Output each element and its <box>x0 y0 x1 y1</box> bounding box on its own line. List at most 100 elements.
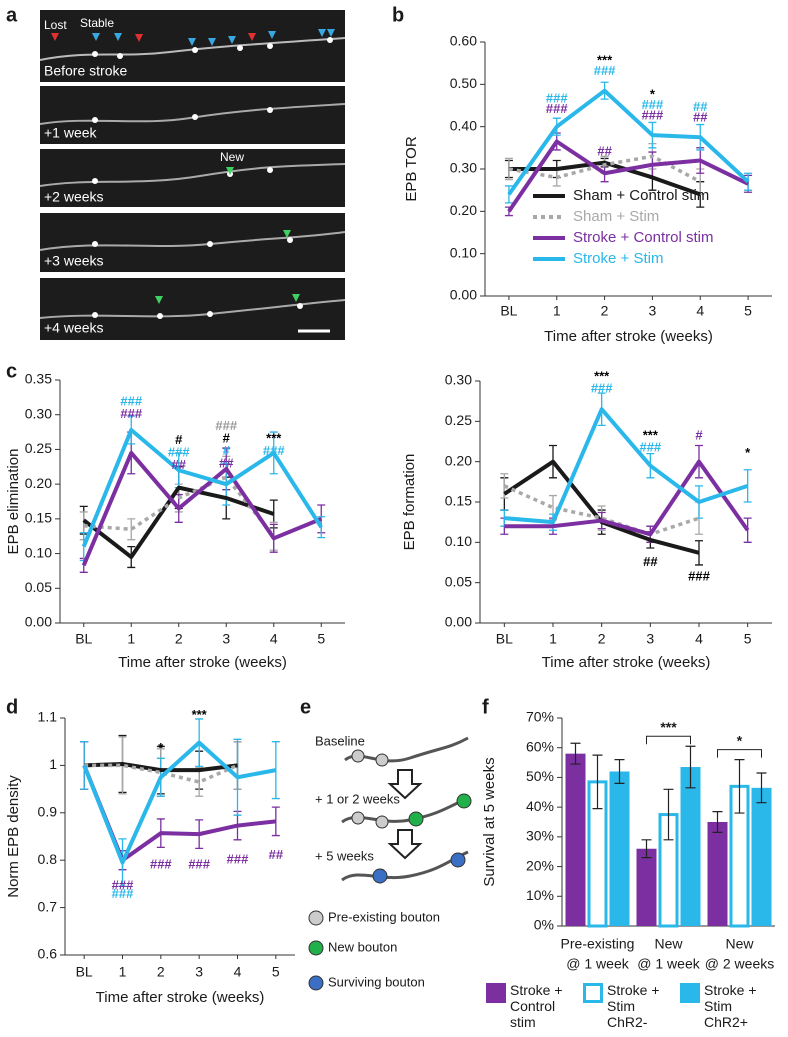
series-line <box>82 740 277 865</box>
y-tick-label: 0.00 <box>445 614 472 630</box>
panel-letter: d <box>6 696 18 718</box>
annotation: ### <box>215 418 237 433</box>
bar <box>609 771 630 926</box>
annotation: *** <box>266 430 282 445</box>
series-line <box>504 459 750 537</box>
x-tick-label: 3 <box>222 631 230 647</box>
annotation: ## <box>693 99 708 114</box>
y-tick-label: 0.50 <box>450 75 477 91</box>
annotation: ### <box>639 439 661 454</box>
y-tick-label: 0.7 <box>38 898 58 914</box>
annotation: *** <box>192 707 208 722</box>
x-tick-label: @ 2 weeks <box>705 956 774 972</box>
legend-label: Sham + Control stim <box>573 187 709 204</box>
x-tick-label: 5 <box>744 631 752 647</box>
y-tick-label: 1 <box>49 756 57 772</box>
x-tick-label: 5 <box>272 964 280 980</box>
error-bar <box>127 518 136 541</box>
annotation: ## <box>172 457 187 472</box>
x-tick-label: 5 <box>744 303 752 319</box>
annotation: ## <box>219 455 234 470</box>
annotation: *** <box>594 368 610 383</box>
x-tick-label: BL <box>500 303 517 319</box>
x-tick-label: 2 <box>157 964 165 980</box>
y-axis-title: Survival at 5 weeks <box>481 757 498 886</box>
error-bar <box>614 759 625 784</box>
x-tick-label: 1 <box>127 631 135 647</box>
annotation: ### <box>227 852 249 867</box>
annotation: ## <box>693 110 708 125</box>
image-label: Stable <box>80 16 114 30</box>
annotation: # <box>223 443 231 458</box>
error-bar <box>685 745 696 789</box>
significance-label: *** <box>660 719 677 735</box>
y-tick-label: 0.35 <box>25 371 52 387</box>
x-tick-label: 2 <box>175 631 183 647</box>
boutons <box>92 37 333 319</box>
significance-bracket <box>646 735 691 745</box>
image-label: +1 week <box>44 125 98 141</box>
axon <box>39 163 346 187</box>
x-tick-label: BL <box>496 631 513 647</box>
x-axis-title: Time after stroke (weeks) <box>118 654 287 671</box>
y-axis-title: Norm EPB density <box>5 775 22 898</box>
y-tick-label: 50% <box>526 768 554 784</box>
x-axis-title: Time after stroke (weeks) <box>544 328 713 345</box>
series-line <box>507 88 750 196</box>
y-axis-title: EPB elimination <box>5 449 22 555</box>
annotation: ## <box>643 554 658 569</box>
diagram: Baseline + 1 or 2 weeks + 5 weeks Pre-ex… <box>308 733 472 991</box>
bar <box>636 848 657 926</box>
axon <box>39 103 346 125</box>
series-line <box>81 427 323 548</box>
x-axis-title: Time after stroke (weeks) <box>96 989 265 1006</box>
error-bar <box>743 469 752 503</box>
panel-letter: a <box>6 4 18 26</box>
series-line <box>508 160 701 197</box>
y-tick-label: 0.6 <box>38 946 58 962</box>
bar <box>680 767 701 926</box>
y-axis-title: EPB TOR <box>403 136 420 201</box>
annotation: ### <box>688 568 710 583</box>
diagram-step: + 1 or 2 weeks <box>315 791 400 806</box>
legend-swatch <box>486 983 506 1003</box>
bar <box>707 822 728 926</box>
x-tick-label: 1 <box>119 964 127 980</box>
error-bar <box>712 811 723 833</box>
image-label: +2 weeks <box>44 189 104 205</box>
error-bar <box>756 772 767 804</box>
panel-letter: b <box>392 4 404 26</box>
error-bar <box>500 473 509 499</box>
series-line <box>81 450 323 567</box>
y-tick-label: 0.25 <box>25 440 52 456</box>
y-tick-label: 10% <box>526 887 554 903</box>
x-tick-label: @ 1 week <box>637 956 700 972</box>
legend-swatch <box>680 983 700 1003</box>
y-tick-label: 0.05 <box>445 573 472 589</box>
x-tick-label: 4 <box>270 631 278 647</box>
legend-label: Sham + Stim <box>573 208 659 225</box>
y-tick-label: 0.40 <box>450 117 477 133</box>
x-tick-label: 4 <box>696 303 704 319</box>
x-tick-label: 1 <box>549 631 557 647</box>
y-tick-label: 0.60 <box>450 33 477 49</box>
image-label: New <box>220 150 244 164</box>
image-label: Lost <box>44 18 67 32</box>
annotation: ## <box>597 144 612 159</box>
y-tick-label: 0.05 <box>25 579 52 595</box>
panel-letter: f <box>482 696 489 718</box>
y-tick-label: 0.25 <box>445 412 472 428</box>
y-tick-label: 0.10 <box>445 533 472 549</box>
legend-swatch <box>583 983 603 1003</box>
error-bar <box>734 759 745 814</box>
image <box>40 278 345 340</box>
annotation: ### <box>642 108 664 123</box>
x-tick-label: 2 <box>601 303 609 319</box>
y-tick-label: 0.30 <box>445 372 472 388</box>
axon <box>39 37 346 61</box>
annotation: ### <box>546 101 568 116</box>
annotation: # <box>175 432 183 447</box>
annotation: *** <box>643 427 659 442</box>
annotation: ### <box>642 97 664 112</box>
